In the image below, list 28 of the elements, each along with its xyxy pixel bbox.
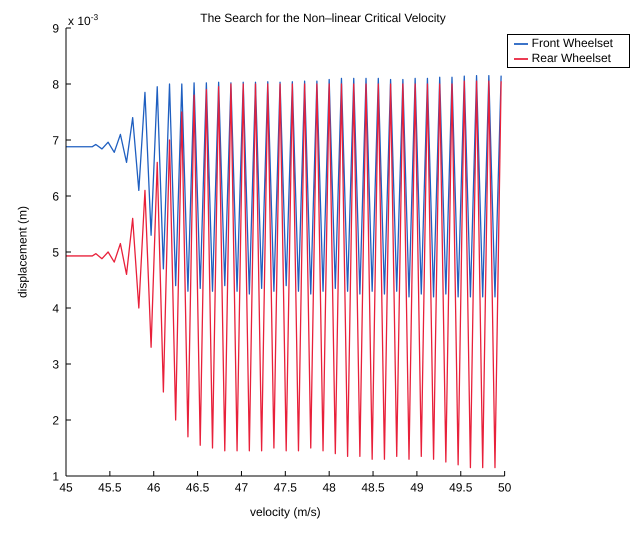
line-series (66, 80, 502, 468)
y-tick-label: 9 (52, 21, 60, 36)
y-tick-label: 4 (52, 301, 60, 316)
x-tick-label: 47 (234, 480, 248, 495)
annotation: x 10$^{-3}$ (68, 12, 98, 28)
x-tick-label: 49.5 (449, 480, 473, 495)
x-tick-label: 45.5 (98, 480, 122, 495)
x-tick-label: 50 (498, 480, 512, 495)
chart-title: The Search for the Non–linear Critical Velocity (200, 11, 446, 25)
line-series (66, 74, 502, 298)
legend-label: Front Wheelset (532, 36, 613, 50)
x-tick-label: 48 (322, 480, 336, 495)
x-tick-label: 45 (59, 480, 73, 495)
y-tick-label: 8 (52, 77, 60, 92)
x-axis-title: velocity (m/s) (250, 505, 321, 519)
y-tick-label: 6 (52, 189, 60, 204)
x-tick-label: 48.5 (361, 480, 386, 495)
y-tick-label: 7 (52, 133, 60, 148)
y-tick-label: 1 (52, 469, 60, 484)
legend-label: Rear Wheelset (532, 50, 611, 65)
x-tick-label: 46.5 (186, 480, 210, 495)
y-tick-label: 3 (52, 357, 60, 372)
y-tick-label: 5 (52, 245, 60, 260)
y-axis-title: displacement (m) (15, 206, 30, 298)
x-tick-label: 49 (410, 480, 424, 495)
y-tick-label: 2 (52, 413, 60, 428)
x-tick-label: 47.5 (274, 480, 298, 495)
x-tick-label: 46 (147, 480, 161, 495)
